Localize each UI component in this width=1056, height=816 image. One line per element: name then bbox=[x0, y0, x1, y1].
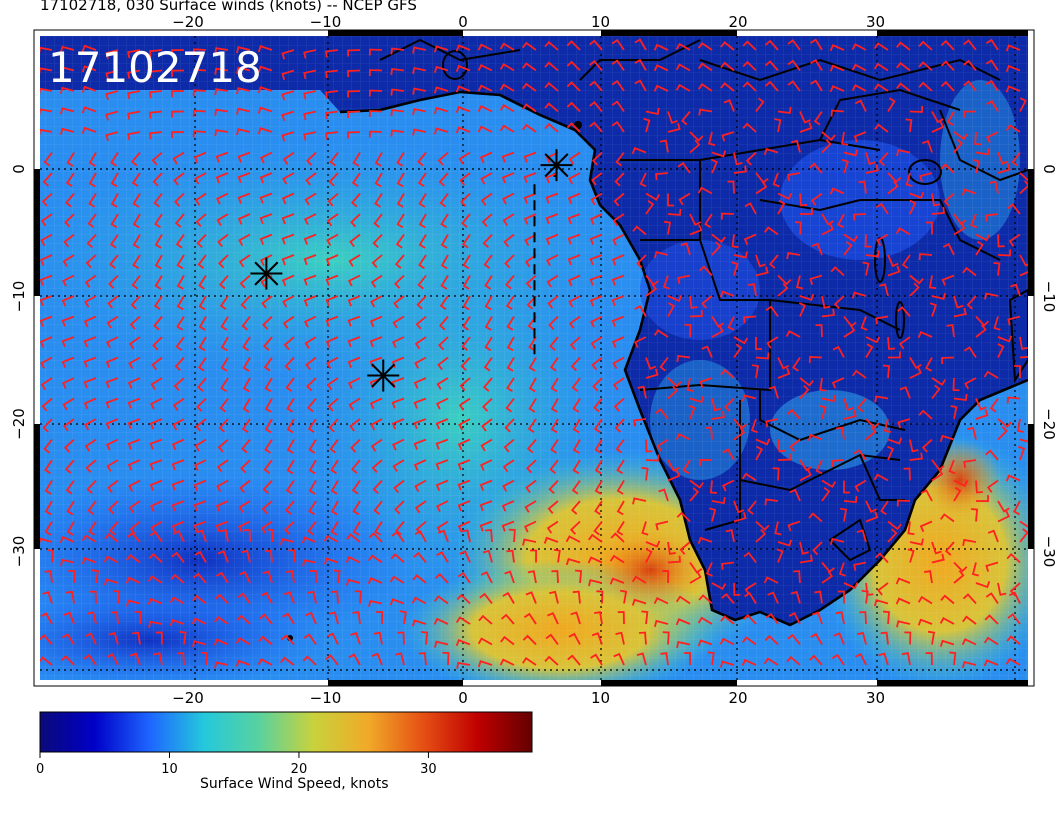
storm-marker-2 bbox=[250, 257, 283, 290]
lat-tick-label: −30 bbox=[10, 536, 28, 568]
lat-tick-label: −10 bbox=[10, 281, 28, 313]
colorbar-tick-label: 30 bbox=[420, 762, 437, 777]
lon-tick-label: 10 bbox=[591, 689, 610, 707]
lon-tick-label: −20 bbox=[172, 13, 204, 31]
date-stamp: 17102718 bbox=[48, 43, 262, 92]
lat-tick-label: −20 bbox=[10, 408, 28, 440]
lon-tick-label: 30 bbox=[866, 689, 885, 707]
lon-tick-label: −20 bbox=[172, 689, 204, 707]
storm-marker-1 bbox=[540, 149, 573, 182]
colorbar: 0 10 20 30 bbox=[36, 711, 533, 777]
colorbar-tick-label: 0 bbox=[36, 762, 44, 777]
lon-tick-label: −10 bbox=[310, 689, 342, 707]
lat-tick-label: −20 bbox=[1040, 408, 1056, 440]
lon-tick-label: −10 bbox=[310, 13, 342, 31]
lon-tick-label: 20 bbox=[728, 13, 747, 31]
lon-tick-label: 0 bbox=[458, 13, 468, 31]
lon-tick-label: 30 bbox=[866, 13, 885, 31]
colorbar-tick-label: 10 bbox=[161, 762, 178, 777]
lat-tick-label: 0 bbox=[10, 164, 28, 174]
lat-tick-label: −10 bbox=[1040, 281, 1056, 313]
lat-tick-label: −30 bbox=[1040, 536, 1056, 568]
lat-ticks-right: 0 −10 −20 −30 bbox=[1040, 164, 1056, 567]
lat-ticks-left: 0 −10 −20 −30 bbox=[10, 164, 28, 567]
map-title: 17102718, 030 Surface winds (knots) -- N… bbox=[40, 0, 417, 14]
lon-tick-label: 0 bbox=[458, 689, 468, 707]
colorbar-tick-label: 20 bbox=[291, 762, 308, 777]
storm-marker-3 bbox=[367, 359, 400, 392]
map-field bbox=[40, 36, 1028, 680]
lat-tick-label: 0 bbox=[1040, 164, 1056, 174]
lon-ticks-top: −20 −10 0 10 20 30 bbox=[172, 13, 885, 31]
lon-ticks-bottom: −20 −10 0 10 20 30 bbox=[172, 689, 885, 707]
coastline bbox=[339, 90, 1028, 627]
lon-tick-label: 10 bbox=[591, 13, 610, 31]
wind-barbs bbox=[40, 38, 1028, 669]
colorbar-label: Surface Wind Speed, knots bbox=[200, 776, 389, 792]
lon-tick-label: 20 bbox=[728, 689, 747, 707]
axis-bars bbox=[34, 30, 1034, 686]
